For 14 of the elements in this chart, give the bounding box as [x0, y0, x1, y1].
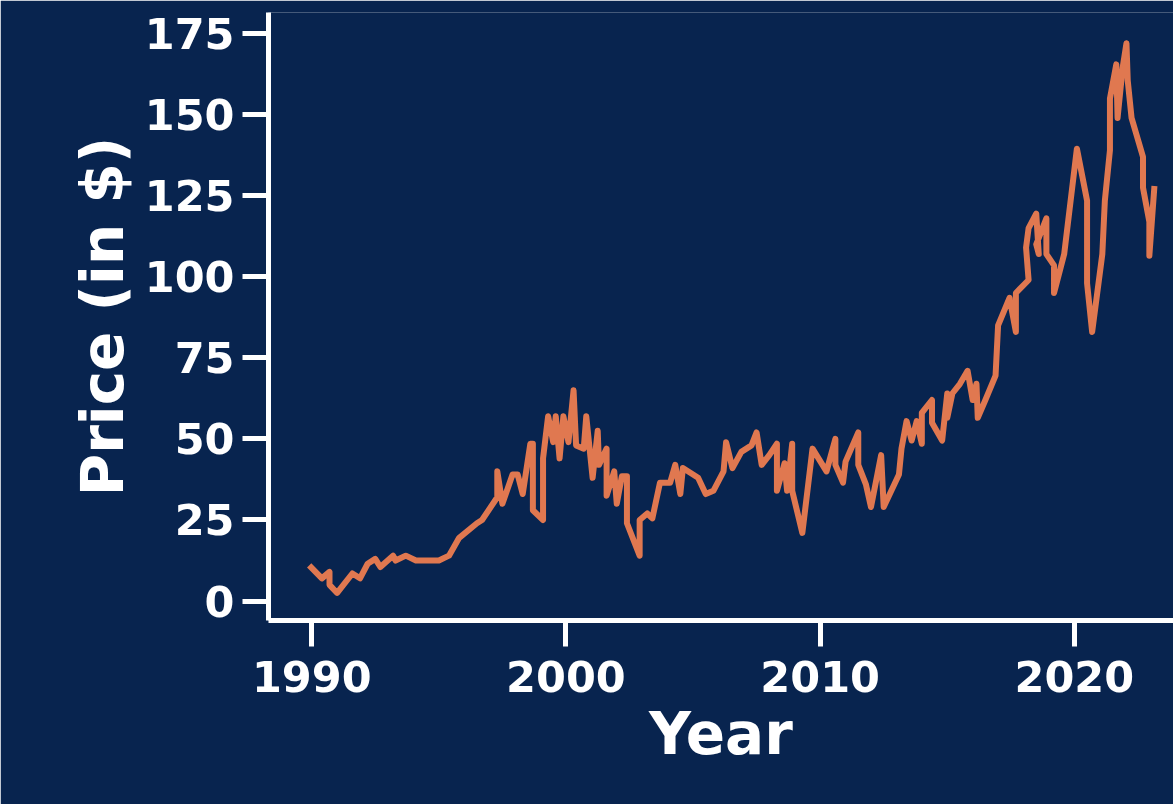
y-tick-label: 100 [144, 252, 235, 303]
x-tick-label: 2020 [1014, 651, 1135, 702]
y-axis-title: Price (in $) [68, 136, 137, 497]
x-axis-title: Year [648, 699, 794, 768]
y-tick-label: 75 [174, 333, 235, 384]
y-tick-label: 125 [144, 171, 235, 222]
x-tick-label: 2010 [760, 651, 880, 702]
y-tick-label: 0 [204, 576, 235, 627]
y-tick-label: 25 [174, 495, 235, 546]
y-tick-label: 150 [144, 90, 235, 141]
x-tick-label: 2000 [506, 651, 626, 702]
y-tick-label: 175 [144, 9, 235, 60]
x-tick-label: 1990 [251, 651, 372, 702]
y-tick-label: 50 [174, 414, 235, 465]
